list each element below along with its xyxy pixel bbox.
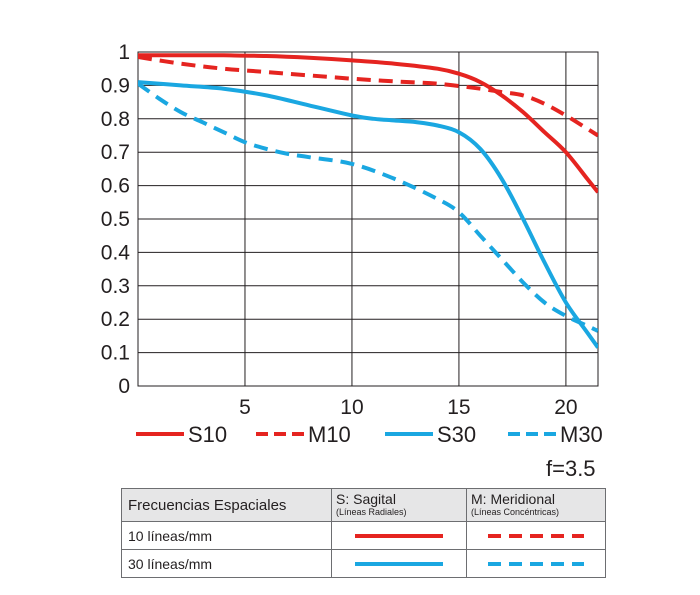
y-tick-label: 0.6 xyxy=(101,175,130,198)
header-meridional: M: Meridional (Líneas Concéntricas) xyxy=(466,488,606,522)
y-tick-label: 0.2 xyxy=(101,308,130,331)
row-label-10: 10 líneas/mm xyxy=(121,521,332,550)
y-tick-label: 0.8 xyxy=(101,108,130,131)
x-tick-label: 15 xyxy=(447,396,470,419)
x-tick-label: 20 xyxy=(554,396,577,419)
legend-label-m10: M10 xyxy=(308,422,351,447)
swatch-s30 xyxy=(331,549,467,578)
swatch-m30-line xyxy=(488,561,584,566)
y-tick-label: 0.7 xyxy=(101,141,130,164)
header-meridional-title: M: Meridional xyxy=(471,491,556,507)
mtf-chart: 0 0.1 0.2 0.3 0.4 0.5 0.6 0.7 0.8 0.9 1 5 10 15 20 S1… xyxy=(101,41,603,447)
swatch-s10 xyxy=(331,521,467,550)
swatch-s30-line xyxy=(355,561,443,566)
swatch-s10-line xyxy=(355,533,443,538)
y-tick-label: 0.9 xyxy=(101,74,130,97)
y-tick-label: 1 xyxy=(118,41,130,64)
x-tick-label: 5 xyxy=(239,396,251,419)
legend-label-s10: S10 xyxy=(188,422,227,447)
header-spatial-frequencies: Frecuencias Espaciales xyxy=(121,488,332,522)
series-line-s30 xyxy=(138,80,598,349)
swatch-m10-line xyxy=(488,533,584,538)
chart-series xyxy=(138,53,598,349)
aperture-label: f=3.5 xyxy=(546,456,596,481)
chart-grid xyxy=(137,51,599,387)
x-tick-label: 10 xyxy=(340,396,363,419)
y-tick-label: 0.4 xyxy=(101,241,131,264)
row-label-30: 30 líneas/mm xyxy=(121,549,332,578)
header-sagittal: S: Sagital (Líneas Radiales) xyxy=(331,488,467,522)
y-tick-label: 0.3 xyxy=(101,275,130,298)
chart-legend: S10 M10 S30 M30 xyxy=(136,422,603,447)
header-sagittal-note: (Líneas Radiales) xyxy=(336,507,407,517)
header-meridional-note: (Líneas Concéntricas) xyxy=(471,507,560,517)
series-line-m10 xyxy=(138,55,598,138)
series-line-s10 xyxy=(138,53,598,194)
y-axis-ticks: 0 0.1 0.2 0.3 0.4 0.5 0.6 0.7 0.8 0.9 1 xyxy=(101,41,131,398)
legend-label-m30: M30 xyxy=(560,422,603,447)
swatch-m10 xyxy=(466,521,606,550)
plot-frame xyxy=(137,51,599,387)
legend-table: Frecuencias Espaciales S: Sagital (Línea… xyxy=(121,488,606,578)
series-line-m30 xyxy=(138,82,598,333)
x-axis-ticks: 5 10 15 20 xyxy=(239,396,577,419)
swatch-m30 xyxy=(466,549,606,578)
table-row: 10 líneas/mm xyxy=(121,521,606,550)
y-tick-label: 0 xyxy=(118,375,130,398)
y-tick-label: 0.5 xyxy=(101,208,130,231)
header-sagittal-title: S: Sagital xyxy=(336,491,396,507)
y-tick-label: 0.1 xyxy=(101,342,130,365)
legend-label-s30: S30 xyxy=(437,422,476,447)
table-row: 30 líneas/mm xyxy=(121,549,606,578)
legend-table-header: Frecuencias Espaciales S: Sagital (Línea… xyxy=(121,488,606,522)
